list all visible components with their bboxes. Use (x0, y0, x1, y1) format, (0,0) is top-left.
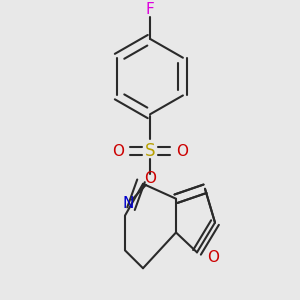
Text: O: O (144, 171, 156, 186)
Text: N: N (122, 196, 134, 211)
Text: F: F (146, 2, 154, 16)
Text: S: S (145, 142, 155, 160)
Text: O: O (112, 144, 124, 159)
Text: O: O (207, 250, 219, 265)
Text: O: O (176, 144, 188, 159)
